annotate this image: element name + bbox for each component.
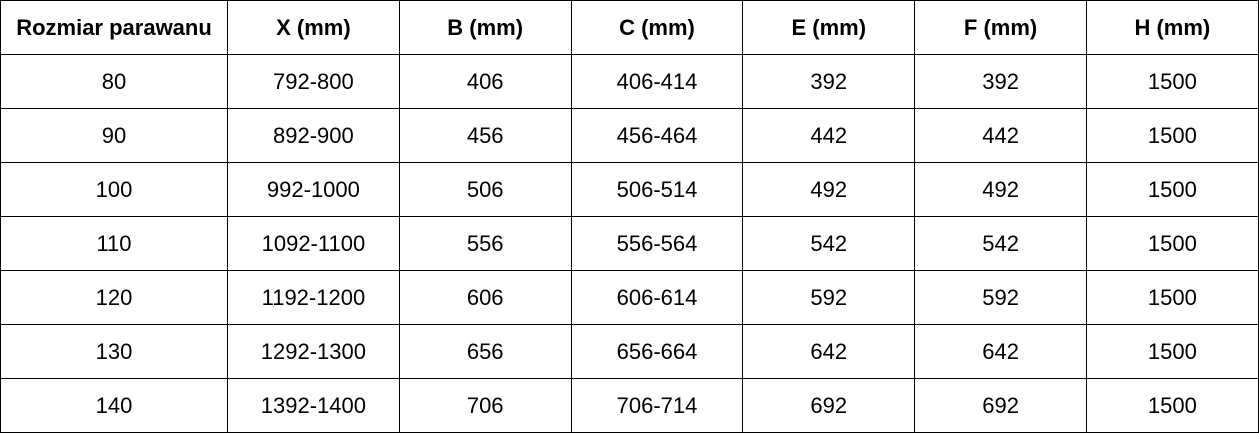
table-cell: 1500	[1085, 108, 1259, 163]
table-row: 90 892-900 456 456-464 442 442 1500	[0, 108, 1259, 163]
table-cell: 592	[742, 270, 916, 325]
table-cell: 656-664	[570, 324, 744, 379]
header-row: Rozmiar parawanu X (mm) B (mm) C (mm) E (mm)…	[0, 0, 1259, 55]
table-cell: 130	[0, 324, 228, 379]
table-cell: 456	[398, 108, 572, 163]
table-cell: 140	[0, 378, 228, 433]
table-cell: 1500	[1085, 216, 1259, 271]
table-cell: 706	[398, 378, 572, 433]
table-cell: 1192-1200	[227, 270, 400, 325]
header-cell: C (mm)	[570, 0, 744, 55]
table-cell: 1292-1300	[227, 324, 400, 379]
table-cell: 592	[914, 270, 1087, 325]
table-cell: 656	[398, 324, 572, 379]
header-cell: Rozmiar parawanu	[0, 0, 228, 55]
table-row: 110 1092-1100 556 556-564 542 542 1500	[0, 216, 1259, 271]
table-row: 100 992-1000 506 506-514 492 492 1500	[0, 162, 1259, 217]
table-cell: 1500	[1085, 270, 1259, 325]
table-row: 140 1392-1400 706 706-714 692 692 1500	[0, 378, 1259, 433]
table-cell: 1392-1400	[227, 378, 400, 433]
table-cell: 992-1000	[227, 162, 400, 217]
table-cell: 1500	[1085, 162, 1259, 217]
table-cell: 1092-1100	[227, 216, 400, 271]
table-cell: 792-800	[227, 54, 400, 109]
table-cell: 110	[0, 216, 228, 271]
table-cell: 392	[914, 54, 1087, 109]
table-body: 80 792-800 406 406-414 392 392 1500 90 892-900 45…	[0, 54, 1259, 433]
table-cell: 706-714	[570, 378, 744, 433]
table-cell: 542	[914, 216, 1087, 271]
table-cell: 606	[398, 270, 572, 325]
table-cell: 1500	[1085, 324, 1259, 379]
table-cell: 556-564	[570, 216, 744, 271]
table-row: 130 1292-1300 656 656-664 642 642 1500	[0, 324, 1259, 379]
table-cell: 506-514	[570, 162, 744, 217]
table-cell: 100	[0, 162, 228, 217]
table-row: 80 792-800 406 406-414 392 392 1500	[0, 54, 1259, 109]
header-cell: X (mm)	[227, 0, 400, 55]
table-cell: 406-414	[570, 54, 744, 109]
header-cell: B (mm)	[398, 0, 572, 55]
table-cell: 492	[742, 162, 916, 217]
table-cell: 406	[398, 54, 572, 109]
table-cell: 456-464	[570, 108, 744, 163]
table-cell: 80	[0, 54, 228, 109]
table-cell: 556	[398, 216, 572, 271]
table-cell: 392	[742, 54, 916, 109]
table-cell: 492	[914, 162, 1087, 217]
table-cell: 442	[914, 108, 1087, 163]
table-cell: 1500	[1085, 54, 1259, 109]
header-cell: H (mm)	[1085, 0, 1259, 55]
header-cell: F (mm)	[914, 0, 1087, 55]
table-cell: 120	[0, 270, 228, 325]
table-cell: 642	[742, 324, 916, 379]
table-cell: 692	[742, 378, 916, 433]
table-cell: 606-614	[570, 270, 744, 325]
table-cell: 506	[398, 162, 572, 217]
table-cell: 90	[0, 108, 228, 163]
table-cell: 642	[914, 324, 1087, 379]
table-cell: 692	[914, 378, 1087, 433]
table-cell: 892-900	[227, 108, 400, 163]
table-row: 120 1192-1200 606 606-614 592 592 1500	[0, 270, 1259, 325]
table-cell: 442	[742, 108, 916, 163]
header-cell: E (mm)	[742, 0, 916, 55]
table-cell: 1500	[1085, 378, 1259, 433]
table-cell: 542	[742, 216, 916, 271]
